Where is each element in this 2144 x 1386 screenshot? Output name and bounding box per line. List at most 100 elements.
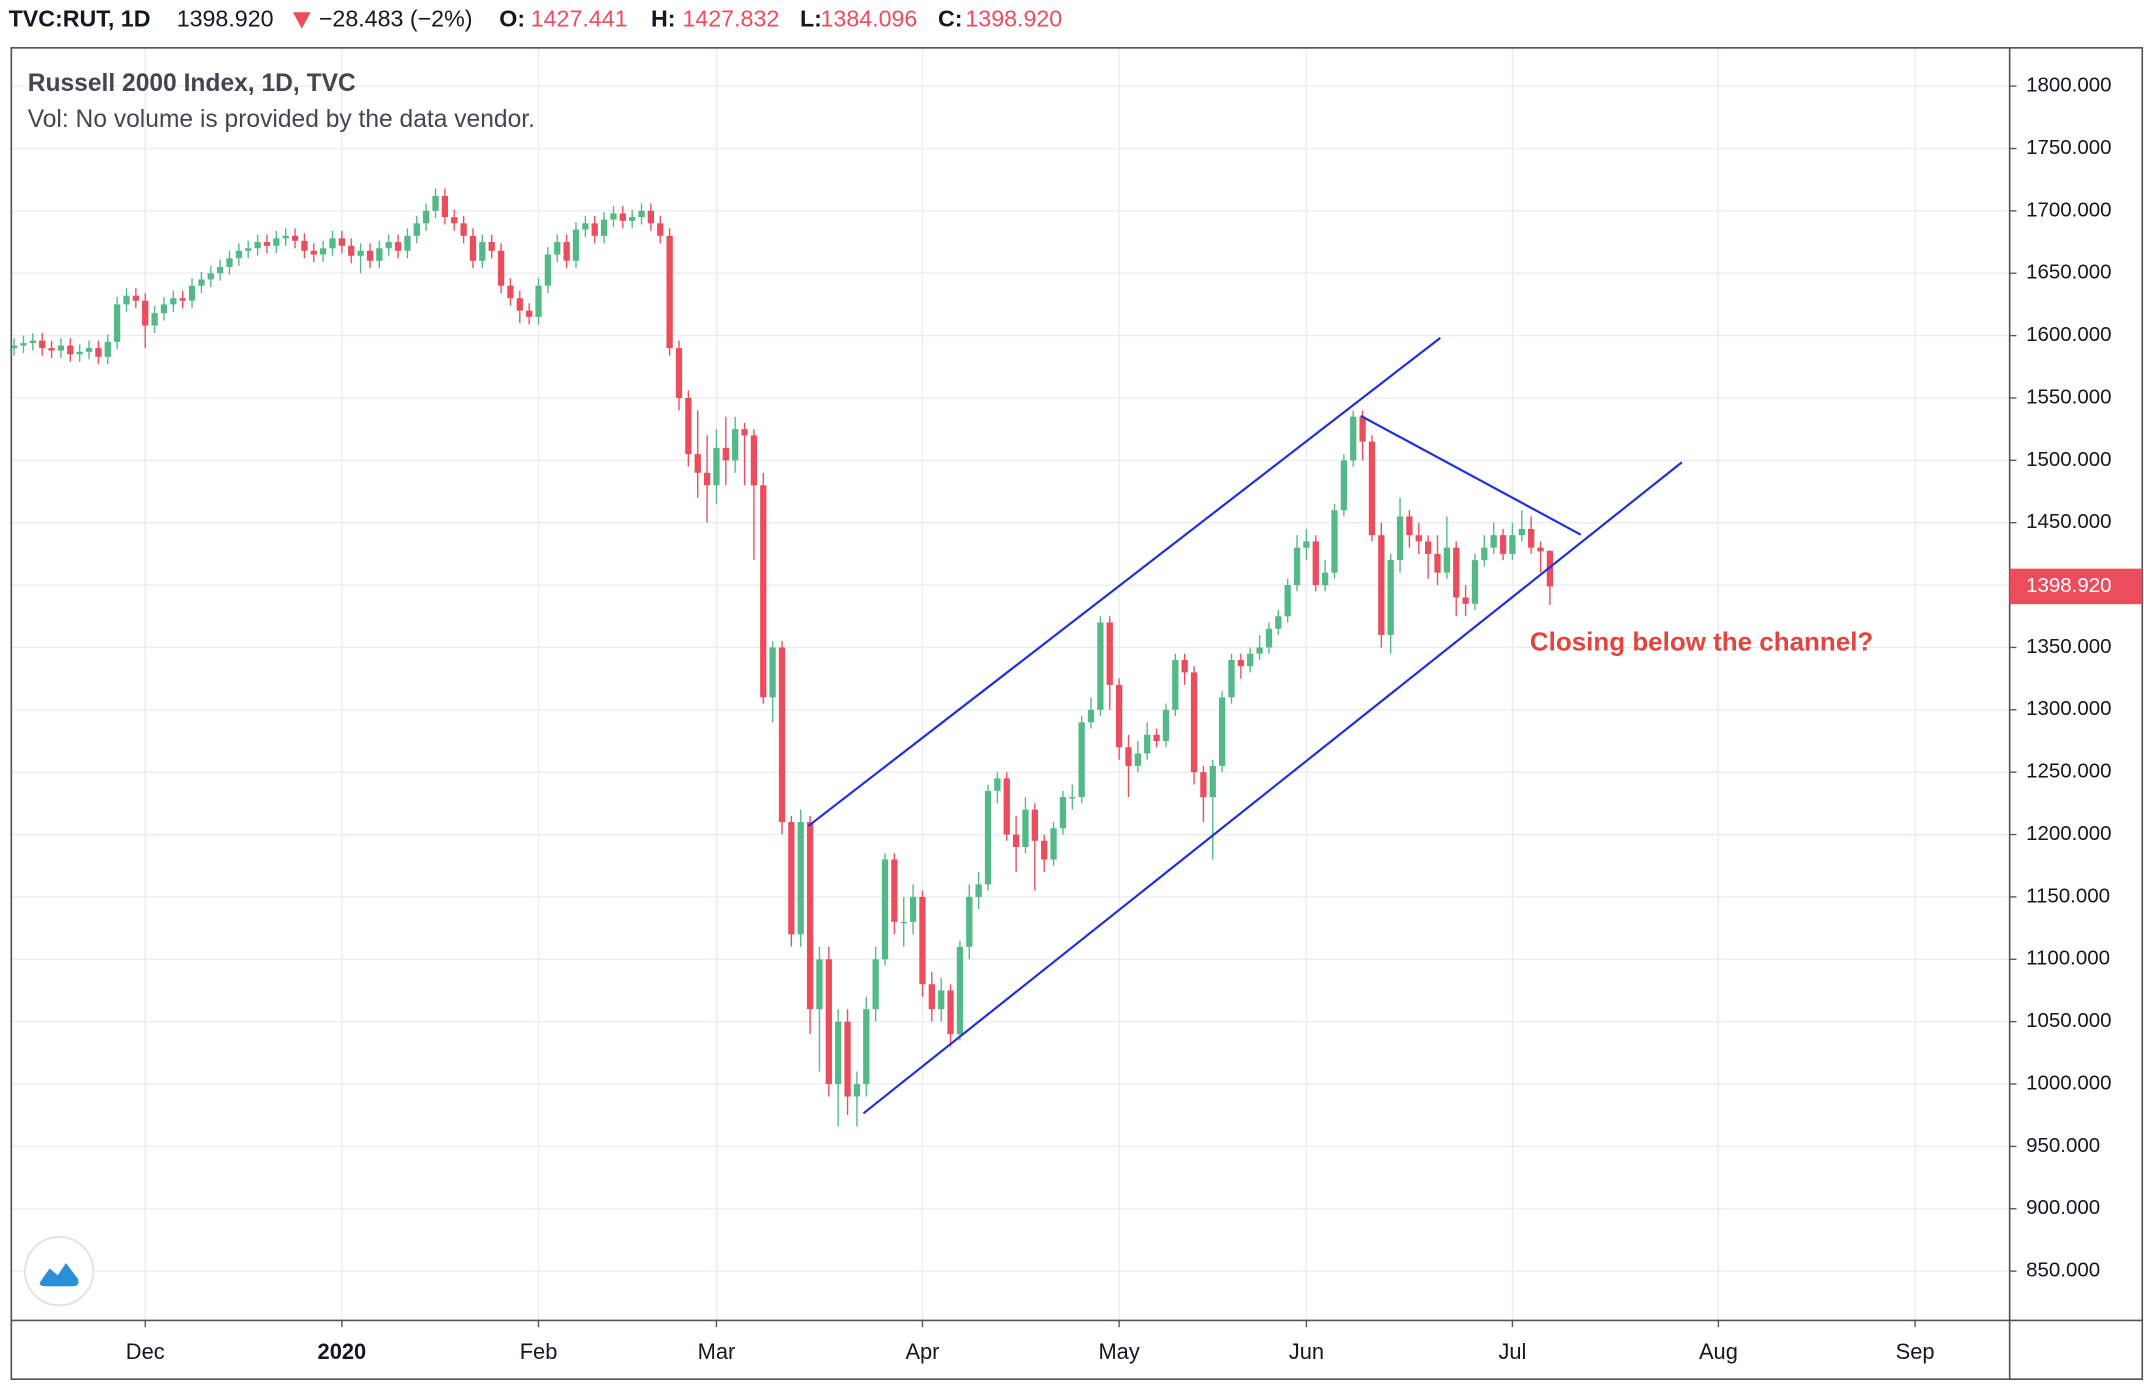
candle-body — [1247, 653, 1254, 667]
candle-body — [357, 250, 364, 256]
candle-body — [1003, 778, 1010, 835]
candle-body — [891, 859, 898, 922]
candle-body — [254, 242, 261, 249]
candle-body — [1331, 510, 1338, 573]
y-tick-label: 950.000 — [2026, 1134, 2100, 1157]
x-tick-label: May — [1098, 1339, 1139, 1364]
candle-body — [1434, 553, 1441, 573]
y-tick-label: 1100.000 — [2026, 947, 2110, 970]
candle-body — [301, 240, 308, 251]
candle-body — [909, 896, 917, 922]
candle-body — [1406, 516, 1413, 536]
candle-body — [207, 273, 214, 280]
x-tick-label: 2020 — [318, 1339, 367, 1364]
candle-body — [1453, 547, 1460, 598]
candle-body — [320, 248, 327, 255]
candle-body — [600, 219, 608, 236]
candle-body — [938, 990, 945, 1010]
candle-body — [348, 245, 355, 256]
candle-body — [85, 348, 93, 352]
candle-body — [376, 248, 383, 261]
y-tick-label: 1200.000 — [2026, 822, 2112, 845]
y-tick-label: 1750.000 — [2026, 136, 2112, 159]
candle-body — [928, 984, 935, 1010]
candle-body — [741, 429, 748, 436]
candle-body — [273, 238, 280, 246]
chart-title: Russell 2000 Index, 1D, TVC — [28, 70, 356, 97]
down-arrow-icon — [292, 12, 311, 29]
symbol: TVC:RUT, 1D — [9, 6, 151, 32]
candle-body — [844, 1021, 851, 1097]
candle-body — [806, 822, 814, 1010]
candle-body — [142, 300, 149, 326]
candle-body — [1031, 809, 1038, 841]
change: −28.483 (−2%) — [319, 6, 473, 32]
candle-body — [1471, 560, 1479, 604]
candle-body — [516, 298, 523, 311]
candle-body — [1312, 541, 1319, 586]
candle-body — [1237, 659, 1244, 667]
candle-body — [554, 242, 561, 255]
candle-body — [610, 213, 617, 220]
candle-body — [629, 217, 636, 221]
candle-body — [20, 343, 27, 346]
candle-body — [675, 348, 683, 398]
candle-body — [975, 884, 982, 897]
y-tick-label: 1050.000 — [2026, 1009, 2112, 1032]
x-tick-label: Jun — [1289, 1339, 1324, 1364]
candle-body — [76, 351, 83, 355]
candle-body — [1153, 734, 1160, 741]
candle-body — [104, 341, 111, 357]
candle-body — [310, 250, 317, 255]
logo-circle[interactable] — [23, 1235, 95, 1307]
candle-body — [1134, 753, 1141, 766]
candle-body — [1181, 659, 1188, 673]
candle-body — [1415, 535, 1422, 542]
candle-body — [1499, 535, 1507, 554]
chart-frame — [10, 47, 2144, 1380]
candle-body — [48, 348, 55, 351]
candle-body — [872, 959, 879, 1010]
candle-body — [1303, 541, 1310, 548]
y-tick-label: 1300.000 — [2026, 697, 2112, 720]
candle-body — [694, 454, 701, 473]
candle-body — [825, 959, 832, 1085]
candle-body — [1162, 709, 1170, 741]
low-label: L: — [800, 6, 822, 32]
candle-body — [1350, 416, 1357, 461]
candle-body — [956, 946, 964, 1035]
candle-body — [1378, 535, 1385, 635]
open-value: 1427.441 — [531, 6, 628, 32]
candle-body — [526, 310, 533, 317]
candle-body — [1537, 547, 1544, 552]
candle-body — [797, 822, 804, 935]
candle-body — [160, 304, 168, 314]
y-tick-label: 1150.000 — [2026, 884, 2110, 907]
candle-body — [1069, 797, 1076, 799]
logo-icon[interactable] — [39, 1262, 79, 1287]
high-value: 1427.832 — [682, 6, 779, 32]
candle-body — [535, 285, 542, 317]
candle-body — [226, 258, 233, 268]
candle-body — [1050, 828, 1057, 860]
candle-body — [245, 248, 252, 251]
candle-body — [760, 485, 767, 698]
trend-line — [807, 336, 1441, 827]
candle-body — [863, 1009, 870, 1085]
candle-body — [1387, 560, 1394, 635]
candle-body — [835, 1021, 842, 1085]
candle-body — [67, 345, 74, 355]
candle-body — [1200, 772, 1207, 798]
candle-body — [919, 896, 926, 985]
candle-body — [657, 223, 664, 236]
candle-body — [563, 242, 570, 261]
candle-body — [666, 235, 673, 349]
y-tick-label: 1650.000 — [2026, 261, 2112, 284]
logo[interactable] — [23, 1235, 95, 1307]
candle-body — [732, 429, 739, 461]
candle-body — [900, 921, 907, 924]
candle-body — [1528, 528, 1535, 548]
candle-body — [423, 210, 430, 224]
x-tick-label: Dec — [126, 1339, 165, 1364]
